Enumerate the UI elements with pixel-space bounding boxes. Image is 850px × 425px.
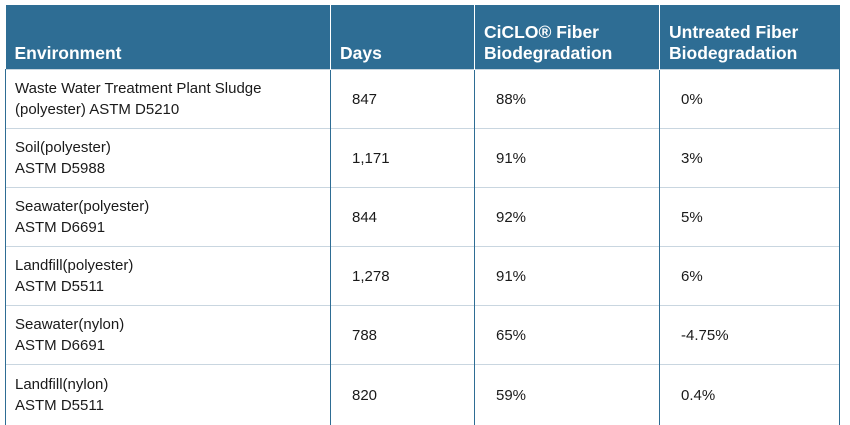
ciclo-cell: 91% [475, 129, 660, 188]
table-row: Soil(polyester) ASTM D5988 1,171 91% 3% [6, 129, 840, 188]
table-row: Seawater(polyester) ASTM D6691 844 92% 5… [6, 188, 840, 247]
days-cell: 844 [331, 188, 475, 247]
environment-detail: ASTM D5511 [15, 276, 322, 297]
environment-detail: (polyester) ASTM D5210 [15, 99, 322, 120]
environment-name: Seawater(nylon) [15, 314, 322, 335]
ciclo-cell: 91% [475, 247, 660, 306]
header-environment: Environment [6, 5, 331, 70]
days-cell: 847 [331, 70, 475, 129]
header-days-label: Days [340, 43, 382, 63]
header-untreated-biodegradation: Untreated Fiber Biodegradation [660, 5, 840, 70]
untreated-cell: 0.4% [660, 365, 840, 425]
table-row: Waste Water Treatment Plant Sludge (poly… [6, 70, 840, 129]
header-ciclo-line2: Biodegradation [484, 43, 612, 63]
ciclo-cell: 92% [475, 188, 660, 247]
untreated-cell: -4.75% [660, 306, 840, 365]
environment-detail: ASTM D5511 [15, 395, 322, 416]
header-environment-label: Environment [15, 43, 122, 63]
environment-detail: ASTM D6691 [15, 217, 322, 238]
environment-cell: Waste Water Treatment Plant Sludge (poly… [6, 70, 331, 129]
environment-name: Landfill(nylon) [15, 374, 322, 395]
days-cell: 820 [331, 365, 475, 425]
ciclo-cell: 65% [475, 306, 660, 365]
header-days: Days [331, 5, 475, 70]
untreated-cell: 5% [660, 188, 840, 247]
untreated-cell: 3% [660, 129, 840, 188]
days-cell: 788 [331, 306, 475, 365]
environment-name: Landfill(polyester) [15, 255, 322, 276]
table-row: Seawater(nylon) ASTM D6691 788 65% -4.75… [6, 306, 840, 365]
environment-name: Waste Water Treatment Plant Sludge [15, 78, 322, 99]
days-cell: 1,171 [331, 129, 475, 188]
environment-name: Soil(polyester) [15, 137, 322, 158]
ciclo-cell: 59% [475, 365, 660, 425]
environment-cell: Seawater(nylon) ASTM D6691 [6, 306, 331, 365]
header-ciclo-biodegradation: CiCLO® Fiber Biodegradation [475, 5, 660, 70]
environment-cell: Landfill(nylon) ASTM D5511 [6, 365, 331, 425]
header-ciclo-line1: CiCLO® Fiber [484, 22, 599, 42]
environment-name: Seawater(polyester) [15, 196, 322, 217]
environment-cell: Soil(polyester) ASTM D5988 [6, 129, 331, 188]
table-row: Landfill(nylon) ASTM D5511 820 59% 0.4% [6, 365, 840, 425]
days-cell: 1,278 [331, 247, 475, 306]
environment-detail: ASTM D5988 [15, 158, 322, 179]
untreated-cell: 0% [660, 70, 840, 129]
header-untreated-line2: Biodegradation [669, 43, 797, 63]
header-row: Environment Days CiCLO® Fiber Biodegrada… [6, 5, 840, 70]
environment-detail: ASTM D6691 [15, 335, 322, 356]
untreated-cell: 6% [660, 247, 840, 306]
table-body: Waste Water Treatment Plant Sludge (poly… [6, 70, 840, 425]
table-header: Environment Days CiCLO® Fiber Biodegrada… [6, 5, 840, 70]
table-row: Landfill(polyester) ASTM D5511 1,278 91%… [6, 247, 840, 306]
environment-cell: Landfill(polyester) ASTM D5511 [6, 247, 331, 306]
environment-cell: Seawater(polyester) ASTM D6691 [6, 188, 331, 247]
biodegradation-table: Environment Days CiCLO® Fiber Biodegrada… [5, 5, 840, 425]
header-untreated-line1: Untreated Fiber [669, 22, 798, 42]
ciclo-cell: 88% [475, 70, 660, 129]
